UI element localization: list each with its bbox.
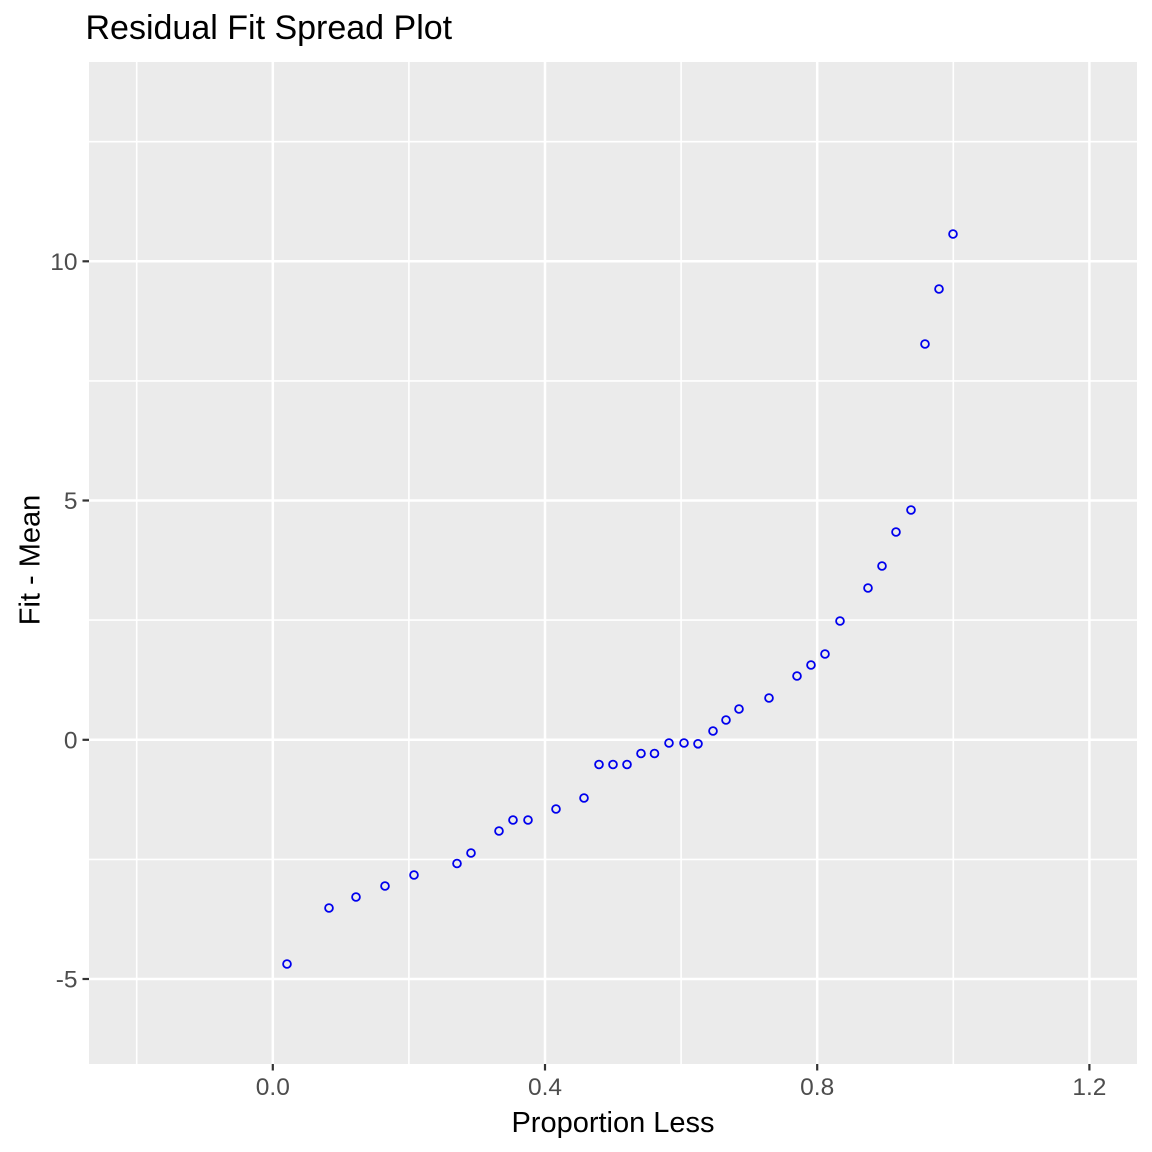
svg-text:Residual Fit Spread Plot: Residual Fit Spread Plot	[86, 9, 453, 47]
svg-text:0.4: 0.4	[528, 1074, 562, 1101]
svg-text:Proportion Less: Proportion Less	[511, 1107, 714, 1139]
svg-text:1.2: 1.2	[1072, 1074, 1106, 1101]
svg-text:-5: -5	[56, 967, 78, 994]
svg-text:5: 5	[64, 488, 78, 515]
svg-text:10: 10	[50, 249, 77, 276]
svg-text:0.8: 0.8	[800, 1074, 834, 1101]
svg-text:0: 0	[64, 728, 78, 755]
svg-text:0.0: 0.0	[256, 1074, 290, 1101]
svg-text:Fit - Mean: Fit - Mean	[15, 495, 47, 626]
